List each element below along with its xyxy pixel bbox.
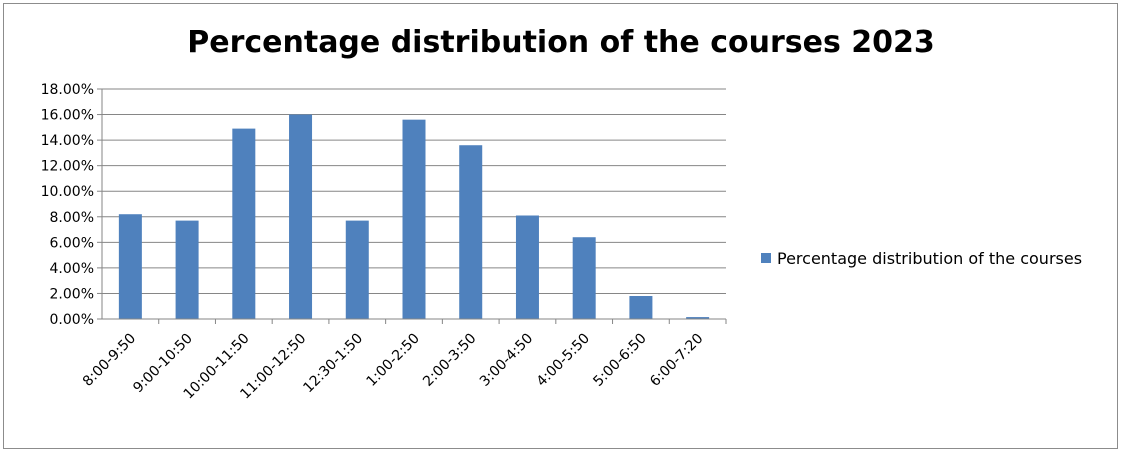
x-tick-label: 3:00-4:50: [477, 331, 536, 390]
bar: [629, 296, 653, 319]
chart-title: Percentage distribution of the courses 2…: [187, 25, 935, 60]
x-tick-label: 4:00-5:50: [534, 331, 593, 390]
bar: [402, 119, 426, 320]
y-tick-label: 10.00%: [41, 184, 94, 200]
x-tick-label: 6:00-7:20: [647, 331, 706, 390]
y-tick-label: 18.00%: [41, 82, 94, 98]
x-tick-label: 2:00-3:50: [420, 331, 479, 390]
x-axis-ticks: 8:00-9:509:00-10:5010:00-11:5011:00-12:5…: [80, 319, 727, 402]
y-tick-label: 12.00%: [41, 159, 94, 175]
bar: [572, 237, 596, 319]
x-tick-label: 12:30-1:50: [300, 331, 366, 397]
legend-swatch: [761, 253, 771, 263]
axes: [101, 89, 726, 320]
y-tick-label: 14.00%: [41, 133, 94, 149]
bar: [289, 114, 313, 319]
bar: [345, 220, 369, 319]
bar: [175, 220, 199, 319]
x-tick-label: 1:00-2:50: [363, 331, 422, 390]
y-tick-label: 6.00%: [50, 235, 94, 251]
y-tick-label: 0.00%: [50, 312, 94, 328]
legend-label: Percentage distribution of the courses: [777, 249, 1082, 268]
y-tick-label: 8.00%: [50, 210, 94, 226]
y-tick-label: 4.00%: [50, 261, 94, 277]
bar: [686, 317, 710, 319]
bar: [459, 145, 483, 319]
x-tick-label: 8:00-9:50: [80, 331, 139, 390]
x-tick-label: 5:00-6:50: [590, 331, 649, 390]
y-tick-label: 16.00%: [41, 108, 94, 124]
bars: [118, 114, 710, 320]
y-tick-label: 2.00%: [50, 286, 94, 302]
bar: [118, 214, 142, 319]
bar: [515, 215, 539, 319]
y-axis-ticks: 0.00% 2.00% 4.00% 6.00% 8.00% 10.00% 12.00% 14.…: [41, 82, 102, 328]
bar: [232, 128, 256, 319]
legend: Percentage distribution of the courses: [761, 249, 1082, 268]
